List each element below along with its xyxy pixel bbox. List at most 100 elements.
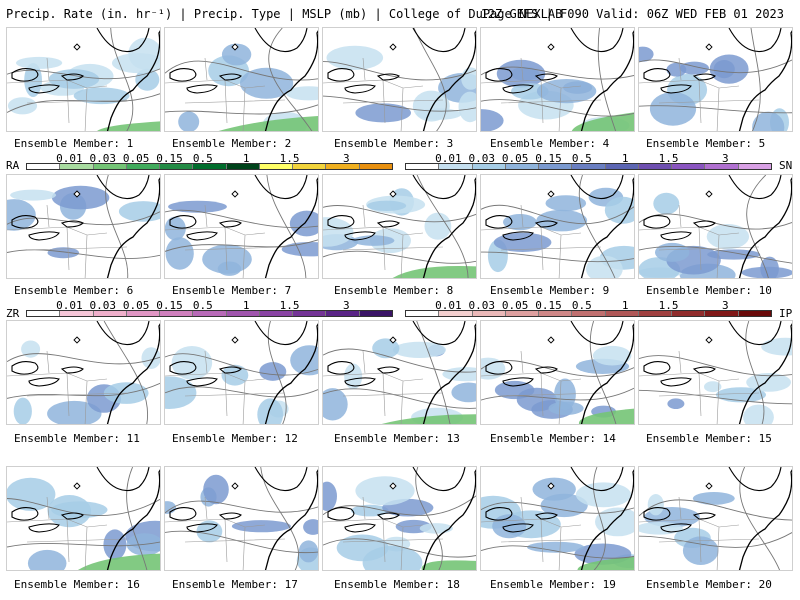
legend-swatch [738, 311, 771, 316]
legend-swatch [259, 164, 294, 169]
ensemble-panel [322, 174, 477, 279]
ensemble-member-label: Ensemble Member: 7 [172, 284, 292, 297]
legend-swatch [638, 311, 673, 316]
ensemble-panel [638, 320, 793, 425]
legend-ra-bar [26, 163, 393, 170]
ensemble-panel [6, 174, 161, 279]
legend-swatch [572, 164, 606, 169]
map-svg [165, 467, 318, 570]
legend-swatch [326, 164, 360, 169]
legend-ra-ticks: 0.01 0.03 0.05 0.15 0.5 1 1.5 3 [26, 152, 398, 165]
legend-swatch [193, 164, 227, 169]
map-svg [481, 467, 634, 570]
header-right-title: 12Z GEFS | F090 Valid: 06Z WED FEB 01 20… [480, 7, 784, 21]
legend-swatch [505, 311, 540, 316]
legend-swatch [160, 311, 194, 316]
ensemble-panel [480, 27, 635, 132]
legend-tick-label: 0.15 [535, 152, 562, 165]
legend-tick-label: 1.5 [279, 299, 300, 312]
legend-tick-label: 3 [342, 299, 350, 312]
legend-swatch [472, 164, 506, 169]
ensemble-member-label: Ensemble Member: 6 [14, 284, 134, 297]
map-svg [7, 467, 160, 570]
ensemble-panel [480, 320, 635, 425]
legend-tick-label: 1 [242, 299, 250, 312]
legend-swatch [226, 311, 260, 316]
ensemble-member-label: Ensemble Member: 19 [490, 578, 616, 591]
map-svg [323, 321, 476, 424]
legend-tick-label: 0.5 [192, 152, 213, 165]
map-svg [323, 175, 476, 278]
legend-zr-code: ZR [6, 307, 20, 320]
ensemble-panel [638, 27, 793, 132]
legend-tick-label: 0.15 [156, 299, 183, 312]
legend-swatch [126, 311, 161, 316]
ensemble-member-label: Ensemble Member: 12 [172, 432, 298, 445]
ensemble-member-label: Ensemble Member: 17 [172, 578, 298, 591]
legend-tick-label: 0.01 [56, 299, 83, 312]
legend-swatch [359, 164, 392, 169]
legend-tick-label: 0.01 [56, 152, 83, 165]
ensemble-panel [164, 27, 319, 132]
legend-tick-label: 0.5 [192, 299, 213, 312]
legend-tick-label: 1.5 [279, 152, 300, 165]
ensemble-panel [164, 466, 319, 571]
legend-swatch [505, 164, 540, 169]
legend-swatch [672, 311, 706, 316]
map-svg [165, 175, 318, 278]
ensemble-member-label: Ensemble Member: 5 [646, 137, 766, 150]
ensemble-panel [322, 466, 477, 571]
ensemble-panel [6, 27, 161, 132]
map-svg [481, 28, 634, 131]
map-svg [639, 321, 792, 424]
ensemble-member-label: Ensemble Member: 8 [334, 284, 454, 297]
legend-swatch [293, 311, 327, 316]
ensemble-member-label: Ensemble Member: 4 [490, 137, 610, 150]
ensemble-panel [6, 466, 161, 571]
legend-tick-label: 0.03 [89, 152, 116, 165]
legend-swatch [605, 164, 639, 169]
legend-swatch [226, 164, 260, 169]
legend-tick-label: 0.05 [122, 299, 150, 312]
ensemble-panel [638, 466, 793, 571]
legend-sn-bar [405, 163, 772, 170]
map-svg [639, 467, 792, 570]
legend-swatch [60, 311, 94, 316]
legend-swatch [539, 311, 573, 316]
map-svg [165, 28, 318, 131]
ensemble-panel [322, 320, 477, 425]
ensemble-member-label: Ensemble Member: 11 [14, 432, 140, 445]
legend-tick-label: 0.15 [156, 152, 183, 165]
legend-swatch [60, 164, 94, 169]
legend-tick-label: 1 [621, 152, 629, 165]
legend-tick-label: 0.15 [535, 299, 562, 312]
map-svg [323, 467, 476, 570]
ensemble-member-label: Ensemble Member: 3 [334, 137, 454, 150]
header: Precip. Rate (in. hr⁻¹) | Precip. Type |… [0, 0, 800, 26]
map-svg [639, 175, 792, 278]
legend-swatch [406, 311, 440, 316]
legend-ra-code: RA [6, 159, 20, 172]
ensemble-panel [164, 174, 319, 279]
ensemble-panel [638, 174, 793, 279]
map-svg [481, 321, 634, 424]
legend-tick-label: 3 [721, 299, 729, 312]
legend-tick-label: 0.05 [122, 152, 150, 165]
ensemble-member-label: Ensemble Member: 14 [490, 432, 616, 445]
legend-ip-bar [405, 310, 772, 317]
map-svg [165, 321, 318, 424]
ensemble-panel [6, 320, 161, 425]
ensemble-member-label: Ensemble Member: 10 [646, 284, 772, 297]
legend-tick-label: 0.03 [468, 152, 495, 165]
legend-swatch [326, 311, 360, 316]
legend-swatch [259, 311, 294, 316]
legend-tick-label: 0.05 [501, 299, 529, 312]
map-svg [481, 175, 634, 278]
legend-swatch [605, 311, 639, 316]
legend-swatch [439, 164, 473, 169]
legend-tick-label: 0.03 [468, 299, 495, 312]
ensemble-panel [480, 174, 635, 279]
legend-swatch [193, 311, 227, 316]
map-svg [7, 321, 160, 424]
legend-swatch [93, 164, 127, 169]
